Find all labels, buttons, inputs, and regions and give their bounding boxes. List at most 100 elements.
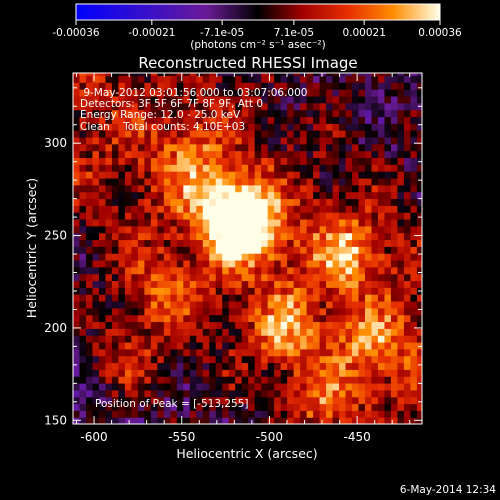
- heatmap-cell: [352, 116, 360, 124]
- heatmap-cell: [163, 369, 171, 377]
- heatmap-cell: [196, 246, 204, 254]
- heatmap-cell: [157, 287, 165, 295]
- heatmap-cell: [267, 321, 275, 329]
- heatmap-cell: [163, 287, 171, 295]
- heatmap-cell: [137, 348, 145, 357]
- heatmap-cell: [92, 341, 100, 350]
- heatmap-cell: [377, 362, 386, 370]
- heatmap-cell: [170, 150, 178, 159]
- heatmap-cell: [352, 410, 360, 418]
- heatmap-cell: [176, 191, 184, 200]
- heatmap-cell: [248, 218, 256, 227]
- heatmap-cell: [300, 266, 308, 275]
- heatmap-cell: [73, 376, 81, 384]
- heatmap-cell: [228, 75, 236, 83]
- heatmap-cell: [365, 191, 373, 200]
- heatmap-cell: [254, 239, 262, 247]
- heatmap-cell: [358, 314, 366, 323]
- heatmap-cell: [300, 389, 308, 398]
- heatmap-cell: [73, 369, 81, 377]
- heatmap-cell: [189, 314, 197, 323]
- heatmap-cell: [261, 225, 269, 234]
- heatmap-cell: [73, 328, 81, 336]
- heatmap-cell: [170, 95, 178, 104]
- heatmap-cell: [150, 266, 158, 275]
- heatmap-cell: [254, 225, 262, 234]
- heatmap-cell: [280, 410, 288, 418]
- heatmap-cell: [209, 143, 217, 152]
- heatmap-cell: [202, 218, 210, 227]
- heatmap-cell: [105, 355, 113, 364]
- heatmap-cell: [300, 130, 308, 138]
- heatmap-cell: [332, 253, 340, 261]
- heatmap-cell: [228, 82, 236, 90]
- heatmap-cell: [339, 273, 347, 282]
- heatmap-cell: [384, 157, 392, 165]
- heatmap-cell: [300, 143, 308, 152]
- heatmap-cell: [241, 205, 249, 213]
- heatmap-cell: [319, 130, 327, 138]
- heatmap-cell: [352, 335, 360, 343]
- heatmap-cell: [313, 82, 321, 90]
- heatmap-cell: [144, 232, 152, 241]
- heatmap-cell: [235, 246, 243, 254]
- heatmap-cell: [98, 335, 107, 343]
- heatmap-cell: [261, 287, 269, 295]
- heatmap-cell: [306, 116, 314, 124]
- heatmap-cell: [105, 205, 113, 213]
- heatmap-cell: [410, 294, 418, 302]
- heatmap-cell: [92, 75, 100, 83]
- heatmap-cell: [332, 321, 340, 329]
- heatmap-cell: [215, 191, 223, 200]
- heatmap-cell: [339, 177, 347, 186]
- heatmap-cell: [358, 307, 366, 316]
- heatmap-cell: [280, 280, 288, 288]
- heatmap-cell: [339, 341, 347, 350]
- heatmap-cell: [332, 75, 340, 83]
- heatmap-cell: [397, 239, 405, 247]
- heatmap-cell: [313, 109, 321, 118]
- heatmap-cell: [163, 191, 171, 200]
- heatmap-cell: [280, 314, 288, 323]
- heatmap-cell: [254, 321, 262, 329]
- heatmap-cell: [319, 321, 327, 329]
- heatmap-cell: [397, 266, 405, 275]
- heatmap-cell: [79, 280, 87, 288]
- heatmap-cell: [339, 150, 347, 159]
- heatmap-cell: [73, 205, 81, 213]
- heatmap-cell: [202, 75, 210, 83]
- heatmap-cell: [137, 143, 145, 152]
- heatmap-cell: [215, 307, 223, 316]
- heatmap-cell: [235, 75, 243, 83]
- heatmap-cell: [365, 348, 373, 357]
- heatmap-cell: [137, 253, 145, 261]
- heatmap-cell: [118, 389, 126, 398]
- heatmap-cell: [287, 82, 295, 90]
- heatmap-cell: [183, 116, 191, 124]
- heatmap-cell: [222, 171, 230, 179]
- heatmap-cell: [319, 348, 327, 357]
- heatmap-cell: [150, 246, 158, 254]
- heatmap-cell: [352, 225, 360, 234]
- heatmap-cell: [163, 123, 171, 131]
- heatmap-cell: [137, 362, 145, 370]
- heatmap-cell: [365, 205, 373, 213]
- heatmap-cell: [261, 123, 269, 131]
- heatmap-cell: [332, 362, 340, 370]
- heatmap-cell: [144, 116, 152, 124]
- heatmap-cell: [157, 205, 165, 213]
- heatmap-cell: [254, 136, 262, 145]
- heatmap-cell: [137, 328, 145, 336]
- heatmap-cell: [410, 82, 418, 90]
- heatmap-cell: [267, 294, 275, 302]
- heatmap-cell: [390, 157, 399, 165]
- heatmap-cell: [313, 335, 321, 343]
- heatmap-cell: [111, 287, 120, 295]
- heatmap-cell: [371, 130, 379, 138]
- heatmap-cell: [300, 232, 308, 241]
- heatmap-cell: [124, 150, 133, 159]
- heatmap-cell: [319, 300, 327, 309]
- heatmap-cell: [131, 355, 139, 364]
- heatmap-cell: [352, 417, 360, 424]
- heatmap-cell: [228, 157, 236, 165]
